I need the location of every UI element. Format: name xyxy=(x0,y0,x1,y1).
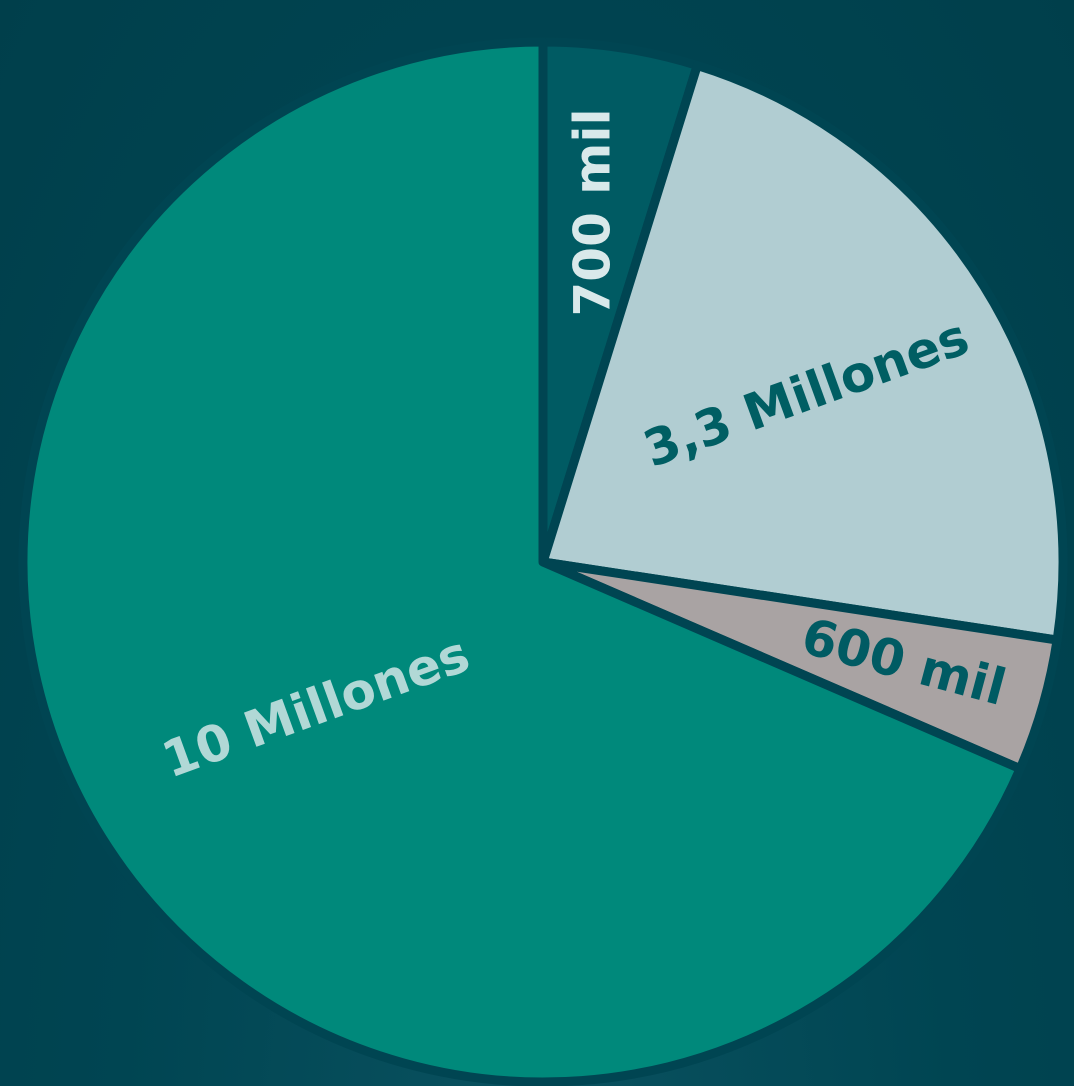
slice-label-1: 700 mil xyxy=(564,108,622,316)
pie-slice-4 xyxy=(18,37,1025,1086)
pie-slices xyxy=(18,37,1068,1086)
pie-slice-2 xyxy=(538,60,1068,645)
